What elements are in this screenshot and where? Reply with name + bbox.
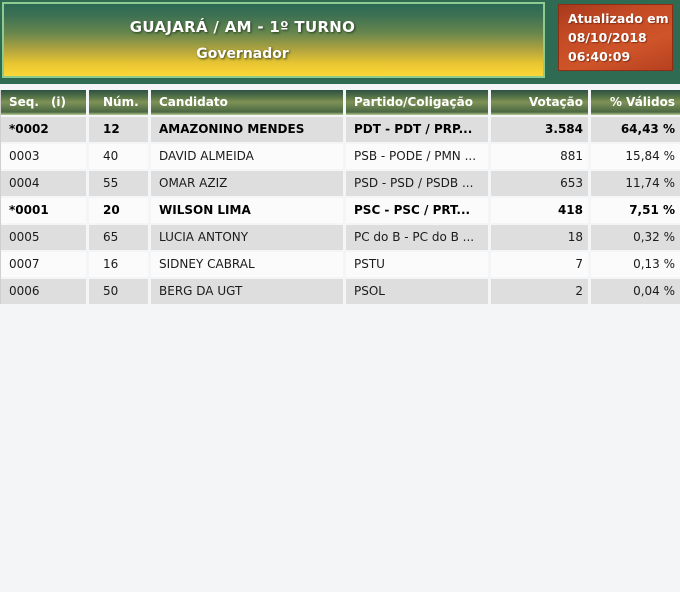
- updated-date: 08/10/2018: [568, 30, 647, 45]
- percent-cell: 15,84 %: [591, 144, 680, 169]
- seq-cell: 0005: [1, 225, 86, 250]
- percent-cell: 11,74 %: [591, 171, 680, 196]
- candidate-cell: AMAZONINO MENDES: [151, 117, 343, 142]
- seq-info-link[interactable]: (i): [50, 95, 67, 109]
- header-strip: GUAJARÁ / AM - 1º TURNO Governador Atual…: [0, 0, 680, 84]
- party-cell: PC do B - PC do B ...: [346, 225, 488, 250]
- num-cell: 55: [89, 171, 148, 196]
- results-table: Seq. (i) Núm. Candidato Partido/Coligação…: [0, 90, 680, 304]
- votes-cell: 418: [491, 198, 588, 223]
- votes-cell: 7: [491, 252, 588, 277]
- table-row: 0007 16 SIDNEY CABRAL PSTU 7 0,13 %: [1, 252, 680, 277]
- updated-box: Atualizado em 08/10/2018 06:40:09: [558, 4, 673, 71]
- candidate-cell: LUCIA ANTONY: [151, 225, 343, 250]
- header-seq: Seq. (i): [1, 90, 86, 115]
- page-subtitle: Governador: [196, 46, 289, 62]
- party-cell: PSD - PSD / PSDB ...: [346, 171, 488, 196]
- party-cell: PSOL: [346, 279, 488, 304]
- seq-cell: *0001: [1, 198, 86, 223]
- header-validos: % Válidos: [591, 90, 680, 115]
- seq-cell: *0002: [1, 117, 86, 142]
- table-row: 0004 55 OMAR AZIZ PSD - PSD / PSDB ... 653 11…: [1, 171, 680, 196]
- votes-cell: 2: [491, 279, 588, 304]
- seq-cell: 0006: [1, 279, 86, 304]
- title-banner: GUAJARÁ / AM - 1º TURNO Governador: [2, 2, 545, 78]
- candidate-cell: DAVID ALMEIDA: [151, 144, 343, 169]
- header-votacao: Votação: [491, 90, 588, 115]
- seq-cell: 0004: [1, 171, 86, 196]
- candidate-cell: BERG DA UGT: [151, 279, 343, 304]
- num-cell: 40: [89, 144, 148, 169]
- num-cell: 20: [89, 198, 148, 223]
- num-cell: 50: [89, 279, 148, 304]
- num-cell: 65: [89, 225, 148, 250]
- percent-cell: 7,51 %: [591, 198, 680, 223]
- percent-cell: 64,43 %: [591, 117, 680, 142]
- percent-cell: 0,13 %: [591, 252, 680, 277]
- party-cell: PSC - PSC / PRT...: [346, 198, 488, 223]
- votes-cell: 881: [491, 144, 588, 169]
- num-cell: 16: [89, 252, 148, 277]
- votes-cell: 18: [491, 225, 588, 250]
- candidate-cell: SIDNEY CABRAL: [151, 252, 343, 277]
- table-row: 0003 40 DAVID ALMEIDA PSB - PODE / PMN ... 8…: [1, 144, 680, 169]
- table-header-row: Seq. (i) Núm. Candidato Partido/Coligação…: [1, 90, 680, 115]
- election-results-page: GUAJARÁ / AM - 1º TURNO Governador Atual…: [0, 0, 680, 304]
- party-cell: PDT - PDT / PRP...: [346, 117, 488, 142]
- seq-cell: 0007: [1, 252, 86, 277]
- votes-cell: 3.584: [491, 117, 588, 142]
- seq-cell: 0003: [1, 144, 86, 169]
- candidate-cell: OMAR AZIZ: [151, 171, 343, 196]
- header-candidato: Candidato: [151, 90, 343, 115]
- table-row: *0002 12 AMAZONINO MENDES PDT - PDT / PRP..…: [1, 117, 680, 142]
- header-num: Núm.: [89, 90, 148, 115]
- header-partido: Partido/Coligação: [346, 90, 488, 115]
- updated-time: 06:40:09: [568, 49, 631, 64]
- percent-cell: 0,32 %: [591, 225, 680, 250]
- table-body: *0002 12 AMAZONINO MENDES PDT - PDT / PRP..…: [1, 117, 680, 304]
- table-row: 0006 50 BERG DA UGT PSOL 2 0,04 %: [1, 279, 680, 304]
- table-row: 0005 65 LUCIA ANTONY PC do B - PC do B ... 1…: [1, 225, 680, 250]
- updated-label: Atualizado em: [568, 11, 669, 26]
- votes-cell: 653: [491, 171, 588, 196]
- header-seq-label: Seq.: [9, 95, 39, 109]
- percent-cell: 0,04 %: [591, 279, 680, 304]
- table-row: *0001 20 WILSON LIMA PSC - PSC / PRT... 418 7…: [1, 198, 680, 223]
- page-title: GUAJARÁ / AM - 1º TURNO: [129, 18, 356, 36]
- party-cell: PSTU: [346, 252, 488, 277]
- candidate-cell: WILSON LIMA: [151, 198, 343, 223]
- num-cell: 12: [89, 117, 148, 142]
- party-cell: PSB - PODE / PMN ...: [346, 144, 488, 169]
